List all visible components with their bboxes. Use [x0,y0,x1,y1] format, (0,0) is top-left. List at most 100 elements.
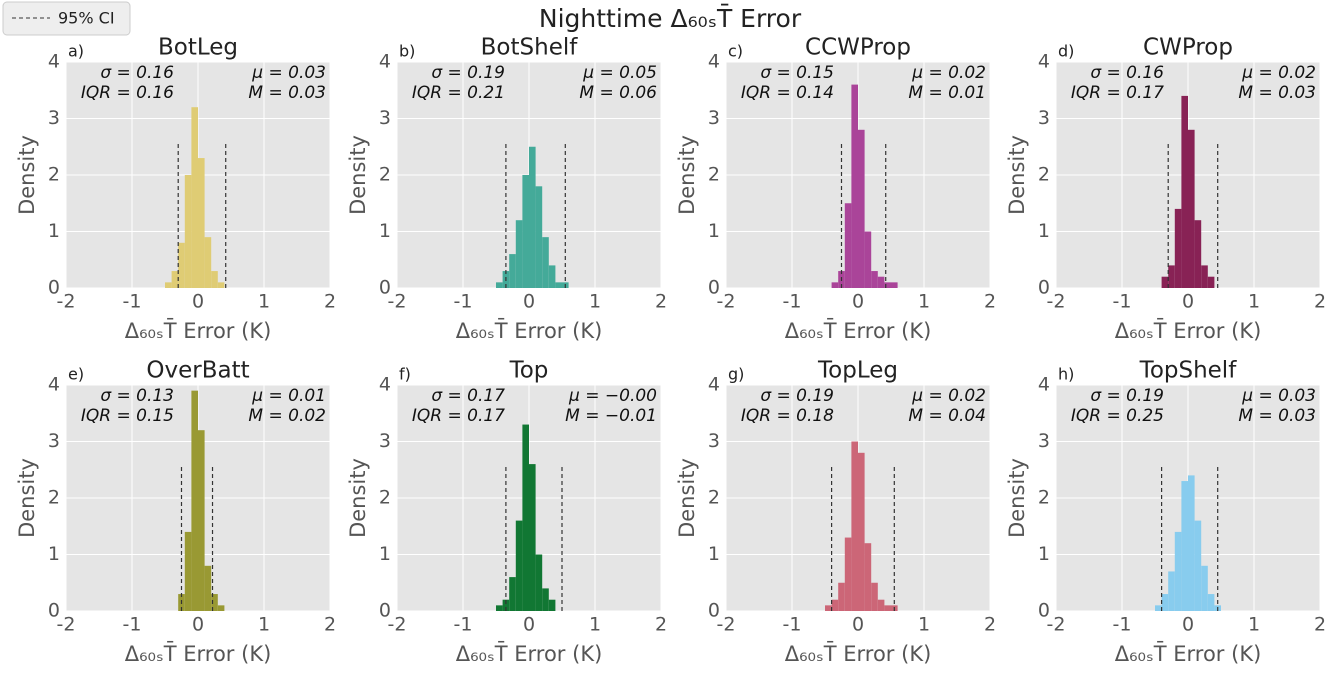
histogram-bar [858,129,865,288]
x-tick-label: 1 [1248,614,1260,636]
histogram-bar [548,265,556,288]
histogram-bar [535,554,543,611]
stat-iqr: IQR = 0.25 [1071,406,1164,426]
stat-median: M = 0.04 [908,406,986,426]
histogram-bar [884,282,891,288]
figure-title: Nighttime Δ₆₀ₛT̄ Error [539,3,802,33]
histogram-bar [1207,594,1215,611]
stat-sigma: σ = 0.13 [100,386,174,406]
y-tick-label: 4 [48,51,60,73]
histogram-bar [529,146,536,288]
y-tick-label: 1 [708,543,720,565]
stat-median: M = 0.03 [248,83,326,103]
x-axis-label: Δ₆₀ₛT̄ Error (K) [125,641,272,666]
subplot-title: CCWProp [805,35,911,61]
histogram-bar [548,599,556,611]
y-tick-label: 4 [379,374,391,396]
stat-mean: μ = 0.02 [1241,63,1316,83]
y-tick-label: 0 [1038,600,1050,622]
histogram-bar [1161,594,1169,611]
histogram-bar [851,441,858,611]
histogram-bar [502,599,510,611]
panel-label: d) [1058,42,1074,61]
x-tick-label: 2 [324,291,336,313]
x-tick-label: -2 [388,614,407,636]
histogram-bar [844,537,852,611]
x-tick-label: -1 [783,291,802,313]
y-tick-label: 1 [48,220,60,242]
histogram-bar [1188,475,1195,611]
histogram-bar [1155,605,1162,611]
stat-iqr: IQR = 0.14 [741,83,834,103]
stat-iqr: IQR = 0.17 [1071,83,1164,103]
x-tick-label: 1 [258,614,270,636]
y-tick-label: 1 [379,220,391,242]
histogram-bar [1207,276,1215,288]
y-axis-label: Density [15,135,39,215]
stat-mean: μ = 0.03 [1241,386,1316,406]
subplot-title: TopLeg [817,358,898,384]
histogram-bar [191,390,198,611]
panel-label: g) [728,365,744,384]
x-tick-label: -2 [717,291,736,313]
x-axis-label: Δ₆₀ₛT̄ Error (K) [1115,318,1262,343]
stat-sigma: σ = 0.16 [1090,63,1164,83]
y-tick-label: 4 [379,51,391,73]
histogram-bar [1201,265,1208,288]
x-tick-label: -1 [454,291,473,313]
x-tick-label: 1 [258,291,270,313]
histogram-bar [1181,481,1188,611]
stat-sigma: σ = 0.19 [1090,386,1164,406]
x-tick-label: 2 [324,614,336,636]
histogram-bar [1174,208,1182,288]
x-tick-label: 2 [984,291,996,313]
x-tick-label: 0 [852,291,864,313]
histogram-bar [838,582,845,611]
histogram-bar [1194,220,1202,288]
histogram-bar [211,271,218,288]
x-tick-label: 2 [655,614,667,636]
histogram-bar [509,577,516,611]
y-tick-label: 3 [48,107,60,129]
x-tick-label: 2 [655,291,667,313]
histogram-bar [198,430,205,611]
histogram-bar [1168,265,1175,288]
histogram-bar [542,588,549,611]
histogram-bar [171,271,179,288]
y-axis-label: Density [1005,135,1029,215]
legend-label: 95% CI [58,9,115,28]
histogram-bar [542,237,549,288]
histogram-bar [198,158,205,288]
x-tick-label: 0 [852,614,864,636]
y-tick-label: 3 [708,107,720,129]
histogram-bar [1161,276,1169,288]
histogram-bar [217,282,225,288]
stat-iqr: IQR = 0.18 [741,406,834,426]
y-tick-label: 0 [379,277,391,299]
y-tick-label: 3 [48,430,60,452]
histogram-bar [509,254,516,288]
subplot-title: BotShelf [481,35,579,61]
panel-label: c) [728,42,743,61]
histogram-bar [522,175,529,288]
histogram-bar [858,452,865,611]
x-axis-label: Δ₆₀ₛT̄ Error (K) [1115,641,1262,666]
stat-sigma: σ = 0.15 [760,63,834,83]
stat-sigma: σ = 0.19 [760,386,834,406]
x-tick-label: -2 [57,614,76,636]
stat-median: M = 0.03 [1238,83,1316,103]
histogram-bar [535,186,543,288]
y-tick-label: 2 [708,164,720,186]
stat-mean: μ = 0.05 [582,63,657,83]
histogram-bar [184,531,192,611]
y-tick-label: 2 [708,487,720,509]
y-tick-label: 3 [379,430,391,452]
y-axis-label: Density [346,458,370,538]
y-tick-label: 0 [48,277,60,299]
y-tick-label: 3 [1038,430,1050,452]
x-tick-label: 1 [589,614,601,636]
x-tick-label: -2 [1047,614,1066,636]
histogram-bar [1188,129,1195,288]
x-tick-label: 1 [918,614,930,636]
